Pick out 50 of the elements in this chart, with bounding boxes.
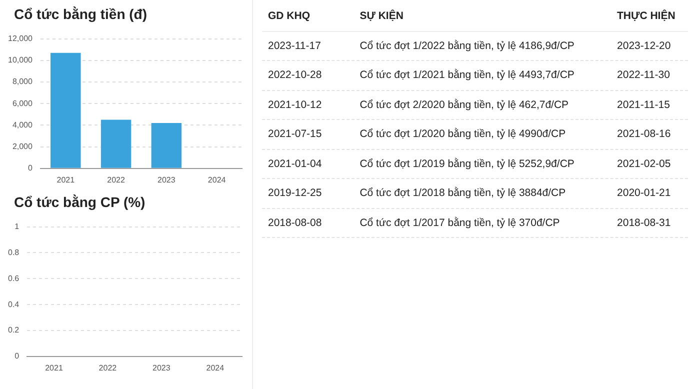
text: 2023-12-20 [617, 40, 672, 52]
text: 2020-01-21 [617, 187, 672, 200]
bar [50, 52, 81, 168]
x-tick-label: 2021 [45, 363, 64, 372]
y-tick-label: 0 [14, 352, 20, 361]
text: 2021-11-15 [617, 98, 671, 111]
text: Cổ tức đợt 1/2022 bằng tiền, tỷ lệ 4186,9đ/CP [360, 40, 576, 52]
text: 2018-08-08 [267, 216, 323, 229]
text: Cổ tức đợt 1/2019 bằng tiền, tỷ lệ 5252,9đ/CP [360, 158, 576, 170]
text: 2019-12-25 [267, 187, 323, 200]
y-tick-label: 12,000 [8, 34, 34, 44]
text: Cổ tức đợt 1/2017 bằng tiền, tỷ lệ 370đ/CP [360, 216, 561, 229]
y-tick-label: 10,000 [8, 56, 34, 65]
x-tick-label: 2023 [152, 363, 171, 372]
x-tick-label: 2023 [158, 175, 176, 184]
text: Cổ tức đợt 1/2018 bằng tiền, tỷ lệ 3884đ/CP [360, 187, 567, 200]
text: 2023-11-17 [267, 40, 322, 52]
text: Cổ tức đợt 1/2021 bằng tiền, tỷ lệ 4493,7đ/CP [360, 69, 576, 82]
y-tick-label: 0.2 [8, 326, 20, 335]
y-tick-label: 0.8 [8, 248, 20, 257]
y-tick-label: 0.4 [8, 300, 20, 309]
y-tick-label: 0 [28, 164, 34, 173]
x-tick-label: 2021 [56, 175, 76, 184]
y-tick-label: 0.6 [8, 274, 20, 283]
text: 2022-11-30 [617, 69, 671, 82]
bar [100, 120, 132, 168]
text: SỰ KIỆN [360, 10, 404, 22]
chart-title: Cổ tức bằng tiền (đ) [13, 5, 148, 24]
y-tick-label: 1 [14, 222, 20, 232]
text: Cổ tức đợt 2/2020 bằng tiền, tỷ lệ 462,7đ/CP [360, 98, 570, 111]
chart-title: Cổ tức bằng CP (%) [13, 193, 146, 212]
text: 2022-10-28 [267, 69, 323, 82]
text: 2021-10-12 [267, 98, 323, 111]
bar [151, 123, 182, 168]
text: 2021-07-15 [267, 128, 323, 140]
x-tick-label: 2024 [208, 175, 226, 184]
text: Cổ tức đợt 1/2020 bằng tiền, tỷ lệ 4990đ/CP [360, 128, 567, 140]
text: 2021-08-16 [617, 128, 672, 140]
x-tick-label: 2024 [206, 363, 225, 372]
y-tick-label: 6,000 [12, 98, 34, 108]
text: 2018-08-31 [617, 216, 672, 229]
y-tick-label: 4,000 [12, 120, 34, 130]
text: 2021-02-05 [617, 158, 672, 170]
text: THỰC HIỆN [617, 10, 676, 22]
text: GD KHQ [267, 10, 311, 22]
y-tick-label: 8,000 [12, 77, 34, 86]
text: 2021-01-04 [267, 158, 323, 170]
x-tick-label: 2022 [107, 175, 126, 184]
x-tick-label: 2022 [98, 363, 118, 372]
y-tick-label: 2,000 [12, 142, 34, 152]
